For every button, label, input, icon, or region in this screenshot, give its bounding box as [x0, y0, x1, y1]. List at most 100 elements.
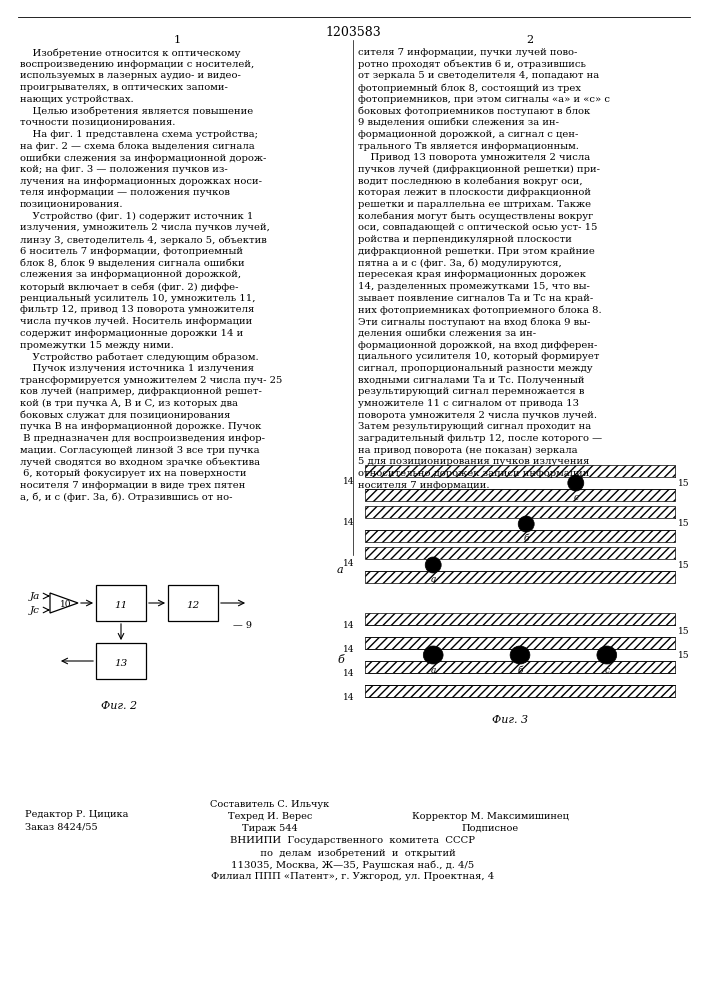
- Text: кой; на фиг. 3 — положения пучков из-: кой; на фиг. 3 — положения пучков из-: [20, 165, 228, 174]
- Text: Фиг. 3: Фиг. 3: [492, 715, 528, 725]
- Text: 15: 15: [678, 479, 689, 488]
- Text: них фотоприемниках фотоприемного блока 8.: них фотоприемниках фотоприемного блока 8…: [358, 305, 602, 315]
- Text: носителя 7 информации в виде трех пятен: носителя 7 информации в виде трех пятен: [20, 481, 245, 490]
- Text: 15: 15: [678, 626, 689, 636]
- Text: пересекая края информационных дорожек: пересекая края информационных дорожек: [358, 270, 586, 279]
- Text: входными сигналами Tа и Tс. Полученный: входными сигналами Tа и Tс. Полученный: [358, 376, 585, 385]
- Text: позиционирования.: позиционирования.: [20, 200, 124, 209]
- Text: мации. Согласующей линзой 3 все три пучка: мации. Согласующей линзой 3 все три пучк…: [20, 446, 259, 455]
- Text: 14, разделенных промежутками 15, что вы-: 14, разделенных промежутками 15, что вы-: [358, 282, 590, 291]
- Text: Устройство (фиг. 1) содержит источник 1: Устройство (фиг. 1) содержит источник 1: [20, 212, 253, 221]
- Text: фотоприемников, при этом сигналы «a» и «c» с: фотоприемников, при этом сигналы «a» и «…: [358, 95, 610, 104]
- Text: 113035, Москва, Ж—35, Раушская наб., д. 4/5: 113035, Москва, Ж—35, Раушская наб., д. …: [231, 860, 474, 869]
- Text: ройства и перпендикулярной плоскости: ройства и перпендикулярной плоскости: [358, 235, 572, 244]
- Text: дифракционной решетки. При этом крайние: дифракционной решетки. При этом крайние: [358, 247, 595, 256]
- Text: 10: 10: [60, 600, 71, 609]
- Text: c: c: [604, 666, 609, 675]
- Text: 6 носитель 7 информации, фотоприемный: 6 носитель 7 информации, фотоприемный: [20, 247, 243, 256]
- Ellipse shape: [423, 646, 443, 664]
- Text: — 9: — 9: [233, 621, 252, 630]
- Text: сигнал, пропорциональный разности между: сигнал, пропорциональный разности между: [358, 364, 592, 373]
- Text: Подписное: Подписное: [462, 824, 518, 833]
- Text: боковых фотоприемников поступают в блок: боковых фотоприемников поступают в блок: [358, 106, 590, 116]
- Text: B предназначен для воспроизведения инфор-: B предназначен для воспроизведения инфор…: [20, 434, 265, 443]
- Text: зывает появление сигналов Tа и Tс на край-: зывает появление сигналов Tа и Tс на кра…: [358, 294, 593, 303]
- Text: кой (в три пучка A, B и C, из которых два: кой (в три пучка A, B и C, из которых дв…: [20, 399, 238, 408]
- Text: Тираж 544: Тираж 544: [242, 824, 298, 833]
- Text: 14: 14: [343, 645, 354, 654]
- Text: Филиал ППП «Патент», г. Ужгород, ул. Проектная, 4: Филиал ППП «Патент», г. Ужгород, ул. Про…: [211, 872, 495, 881]
- Ellipse shape: [597, 646, 617, 664]
- Text: 12: 12: [187, 601, 199, 610]
- Text: решетки и параллельна ее штрихам. Также: решетки и параллельна ее штрихам. Также: [358, 200, 591, 209]
- Text: a, б, и c (фиг. 3а, б). Отразившись от но-: a, б, и c (фиг. 3а, б). Отразившись от н…: [20, 493, 233, 502]
- Text: слежения за информационной дорожкой,: слежения за информационной дорожкой,: [20, 270, 241, 279]
- Text: a: a: [337, 565, 344, 575]
- Text: фотоприемный блок 8, состоящий из трех: фотоприемный блок 8, состоящий из трех: [358, 83, 581, 93]
- Ellipse shape: [425, 557, 441, 573]
- Text: пучка B на информационной дорожке. Пучок: пучка B на информационной дорожке. Пучок: [20, 422, 262, 431]
- Text: 11: 11: [115, 601, 128, 610]
- Bar: [365, 661, 675, 673]
- Text: нающих устройствах.: нающих устройствах.: [20, 95, 134, 104]
- Bar: [365, 465, 675, 477]
- Text: a: a: [431, 666, 436, 675]
- Text: Корректор М. Максимишинец: Корректор М. Максимишинец: [411, 812, 568, 821]
- Text: точности позиционирования.: точности позиционирования.: [20, 118, 175, 127]
- Text: водит последнюю в колебания вокруг оси,: водит последнюю в колебания вокруг оси,: [358, 177, 583, 186]
- Text: Эти сигналы поступают на вход блока 9 вы-: Эти сигналы поступают на вход блока 9 вы…: [358, 317, 590, 327]
- Text: Целью изобретения является повышение: Целью изобретения является повышение: [20, 106, 253, 116]
- Bar: [365, 649, 675, 661]
- Bar: [365, 613, 675, 625]
- Text: пятна a и c (фиг. 3а, б) модулируются,: пятна a и c (фиг. 3а, б) модулируются,: [358, 259, 562, 268]
- Ellipse shape: [518, 516, 534, 532]
- Text: 14: 14: [343, 669, 354, 678]
- Text: Заказ 8424/55: Заказ 8424/55: [25, 822, 98, 831]
- Ellipse shape: [510, 646, 530, 664]
- Text: 2: 2: [527, 35, 534, 45]
- Text: относительно дорожек записи информации: относительно дорожек записи информации: [358, 469, 590, 478]
- Text: носителя 7 информации.: носителя 7 информации.: [358, 481, 489, 490]
- Text: 6, который фокусирует их на поверхности: 6, который фокусирует их на поверхности: [20, 469, 247, 478]
- Bar: [365, 625, 675, 637]
- Text: 14: 14: [343, 518, 354, 527]
- Text: излучения, умножитель 2 числа пучков лучей,: излучения, умножитель 2 числа пучков луч…: [20, 224, 270, 232]
- Text: формационной дорожкой, на вход дифферен-: формационной дорожкой, на вход дифферен-: [358, 340, 597, 350]
- Text: от зеркала 5 и светоделителя 4, попадают на: от зеркала 5 и светоделителя 4, попадают…: [358, 71, 600, 80]
- Text: числа пучков лучей. Носитель информации: числа пучков лучей. Носитель информации: [20, 317, 252, 326]
- Text: заградительный фильтр 12, после которого —: заградительный фильтр 12, после которого…: [358, 434, 602, 443]
- Bar: [365, 489, 675, 501]
- Text: 14: 14: [343, 477, 354, 486]
- Text: ошибки слежения за информационной дорож-: ошибки слежения за информационной дорож-: [20, 153, 267, 163]
- Text: 1203583: 1203583: [325, 26, 381, 39]
- Text: На фиг. 1 представлена схема устройства;: На фиг. 1 представлена схема устройства;: [20, 130, 258, 139]
- Text: Устройство работает следующим образом.: Устройство работает следующим образом.: [20, 352, 259, 362]
- Bar: [365, 547, 675, 559]
- Text: трального Tв является информационным.: трального Tв является информационным.: [358, 142, 579, 151]
- Text: 15: 15: [678, 520, 689, 528]
- Bar: [96, 585, 146, 621]
- Text: б: б: [523, 534, 529, 543]
- Text: ВНИИПИ  Государственного  комитета  СССР: ВНИИПИ Государственного комитета СССР: [230, 836, 476, 845]
- Text: Редактор Р. Цицика: Редактор Р. Цицика: [25, 810, 129, 819]
- Bar: [365, 571, 675, 583]
- Bar: [365, 559, 675, 571]
- Text: промежутки 15 между ними.: промежутки 15 между ними.: [20, 340, 174, 350]
- Text: трансформируется умножителем 2 числа пуч- 25: трансформируется умножителем 2 числа пуч…: [20, 376, 282, 385]
- Text: Пучок излучения источника 1 излучения: Пучок излучения источника 1 излучения: [20, 364, 254, 373]
- Text: Изобретение относится к оптическому: Изобретение относится к оптическому: [20, 48, 240, 57]
- Text: 14: 14: [343, 621, 354, 630]
- Text: которая лежит в плоскости дифракционной: которая лежит в плоскости дифракционной: [358, 188, 591, 197]
- Text: 1: 1: [173, 35, 180, 45]
- Text: б: б: [337, 655, 344, 665]
- Text: Привод 13 поворота умножителя 2 числа: Привод 13 поворота умножителя 2 числа: [358, 153, 590, 162]
- Text: фильтр 12, привод 13 поворота умножителя: фильтр 12, привод 13 поворота умножителя: [20, 305, 255, 314]
- Text: содержит информационные дорожки 14 и: содержит информационные дорожки 14 и: [20, 329, 243, 338]
- Text: Затем результирующий сигнал проходит на: Затем результирующий сигнал проходит на: [358, 422, 591, 431]
- Text: ренциальный усилитель 10, умножитель 11,: ренциальный усилитель 10, умножитель 11,: [20, 294, 255, 303]
- Bar: [365, 685, 675, 697]
- Text: ротно проходят объектив 6 и, отразившись: ротно проходят объектив 6 и, отразившись: [358, 60, 586, 69]
- Text: деления ошибки слежения за ин-: деления ошибки слежения за ин-: [358, 329, 536, 338]
- Text: a: a: [431, 575, 436, 584]
- Text: 14: 14: [343, 693, 354, 702]
